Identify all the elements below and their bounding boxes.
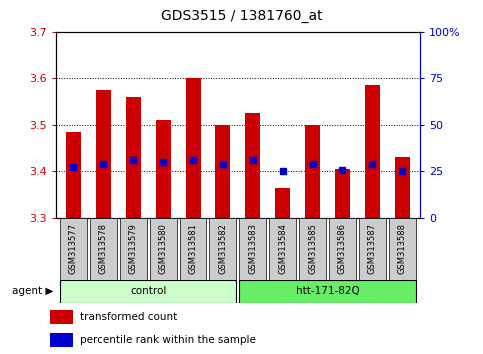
Bar bbox=[210, 218, 236, 280]
Text: GDS3515 / 1381760_at: GDS3515 / 1381760_at bbox=[161, 9, 322, 23]
Bar bbox=[299, 218, 326, 280]
Bar bbox=[120, 218, 147, 280]
Bar bbox=[126, 97, 141, 218]
Bar bbox=[90, 218, 117, 280]
Text: GSM313578: GSM313578 bbox=[99, 223, 108, 274]
Text: GSM313583: GSM313583 bbox=[248, 223, 257, 274]
Text: GSM313587: GSM313587 bbox=[368, 223, 377, 274]
Bar bbox=[66, 132, 81, 218]
Bar bbox=[365, 85, 380, 218]
Bar bbox=[50, 333, 73, 347]
Bar bbox=[185, 78, 200, 218]
Bar bbox=[240, 280, 416, 303]
Bar bbox=[395, 157, 410, 218]
Text: GSM313579: GSM313579 bbox=[129, 223, 138, 274]
Bar bbox=[50, 310, 73, 324]
Text: GSM313584: GSM313584 bbox=[278, 223, 287, 274]
Bar bbox=[180, 218, 207, 280]
Bar bbox=[389, 218, 416, 280]
Bar bbox=[269, 218, 296, 280]
Bar bbox=[335, 169, 350, 218]
Text: control: control bbox=[130, 286, 166, 296]
Bar bbox=[305, 125, 320, 218]
Text: GSM313577: GSM313577 bbox=[69, 223, 78, 274]
Text: percentile rank within the sample: percentile rank within the sample bbox=[81, 335, 256, 345]
Text: htt-171-82Q: htt-171-82Q bbox=[296, 286, 359, 296]
Bar bbox=[60, 218, 87, 280]
Bar bbox=[240, 218, 266, 280]
Bar bbox=[329, 218, 356, 280]
Bar bbox=[156, 120, 170, 218]
Bar bbox=[215, 125, 230, 218]
Text: agent ▶: agent ▶ bbox=[12, 286, 53, 296]
Bar bbox=[96, 90, 111, 218]
Text: transformed count: transformed count bbox=[81, 312, 178, 322]
Text: GSM313588: GSM313588 bbox=[398, 223, 407, 274]
Bar bbox=[359, 218, 386, 280]
Bar bbox=[150, 218, 177, 280]
Bar bbox=[245, 113, 260, 218]
Bar bbox=[275, 188, 290, 218]
Text: GSM313585: GSM313585 bbox=[308, 223, 317, 274]
Text: GSM313581: GSM313581 bbox=[188, 223, 198, 274]
Text: GSM313586: GSM313586 bbox=[338, 223, 347, 274]
Bar bbox=[60, 280, 236, 303]
Text: GSM313582: GSM313582 bbox=[218, 223, 227, 274]
Text: GSM313580: GSM313580 bbox=[158, 223, 168, 274]
